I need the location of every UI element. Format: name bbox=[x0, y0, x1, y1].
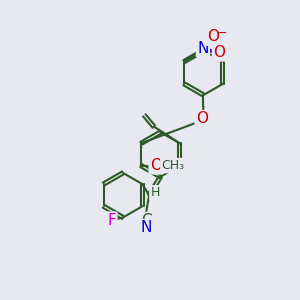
Text: C: C bbox=[141, 213, 152, 228]
Text: O: O bbox=[213, 45, 225, 60]
Text: N: N bbox=[197, 41, 208, 56]
Text: H: H bbox=[150, 186, 160, 199]
Text: F: F bbox=[107, 213, 116, 228]
Text: −: − bbox=[216, 27, 227, 40]
Text: O: O bbox=[207, 29, 219, 44]
Text: O: O bbox=[196, 111, 208, 126]
Text: N: N bbox=[140, 220, 152, 236]
Text: O: O bbox=[150, 158, 162, 173]
Text: CH₃: CH₃ bbox=[161, 159, 184, 172]
